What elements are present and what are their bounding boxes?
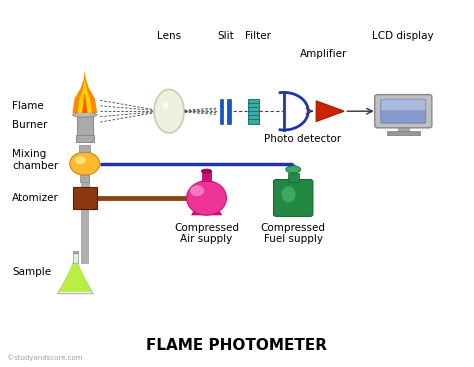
Text: Atomizer: Atomizer	[12, 193, 59, 203]
Bar	[81, 175, 89, 187]
Bar	[79, 145, 91, 152]
Polygon shape	[316, 101, 344, 121]
Text: Compressed
Fuel supply: Compressed Fuel supply	[261, 222, 326, 244]
Text: Lens: Lens	[157, 31, 181, 41]
Bar	[80, 175, 90, 182]
Bar	[77, 115, 93, 135]
Bar	[76, 135, 93, 142]
Text: Amplifier: Amplifier	[300, 49, 347, 59]
Bar	[398, 126, 409, 132]
Polygon shape	[82, 93, 88, 113]
Bar	[387, 131, 419, 135]
Ellipse shape	[282, 186, 296, 203]
Text: Compressed
Air supply: Compressed Air supply	[174, 222, 239, 244]
Text: Photo detector: Photo detector	[264, 134, 341, 143]
Text: Mixing
chamber: Mixing chamber	[12, 149, 58, 171]
Ellipse shape	[201, 169, 212, 173]
Polygon shape	[191, 207, 221, 215]
Text: LCD display: LCD display	[373, 31, 434, 41]
Bar	[73, 253, 78, 263]
Ellipse shape	[286, 166, 301, 173]
Text: ©studyandscore.com: ©studyandscore.com	[8, 354, 83, 361]
FancyBboxPatch shape	[273, 179, 313, 217]
Text: Filter: Filter	[245, 31, 271, 41]
Bar	[202, 172, 211, 181]
Bar	[248, 99, 259, 124]
Ellipse shape	[187, 181, 227, 215]
Ellipse shape	[190, 185, 204, 196]
Ellipse shape	[154, 90, 184, 133]
Text: Slit: Slit	[217, 31, 234, 41]
Polygon shape	[78, 79, 92, 113]
FancyBboxPatch shape	[381, 99, 426, 123]
Bar	[288, 173, 299, 182]
Bar	[228, 99, 231, 124]
Polygon shape	[57, 263, 93, 294]
Bar	[82, 209, 88, 263]
Text: FLAME PHOTOMETER: FLAME PHOTOMETER	[146, 338, 328, 353]
FancyBboxPatch shape	[375, 95, 432, 128]
Polygon shape	[73, 72, 97, 113]
Ellipse shape	[73, 112, 97, 117]
Bar	[220, 99, 223, 124]
Bar	[73, 187, 97, 209]
Polygon shape	[59, 263, 92, 292]
FancyBboxPatch shape	[381, 100, 425, 110]
Circle shape	[75, 156, 85, 164]
Text: Sample: Sample	[12, 267, 51, 277]
Text: Flame: Flame	[12, 101, 44, 111]
Text: Burner: Burner	[12, 120, 47, 130]
Circle shape	[70, 152, 100, 175]
Bar	[73, 251, 78, 253]
Ellipse shape	[163, 102, 168, 110]
